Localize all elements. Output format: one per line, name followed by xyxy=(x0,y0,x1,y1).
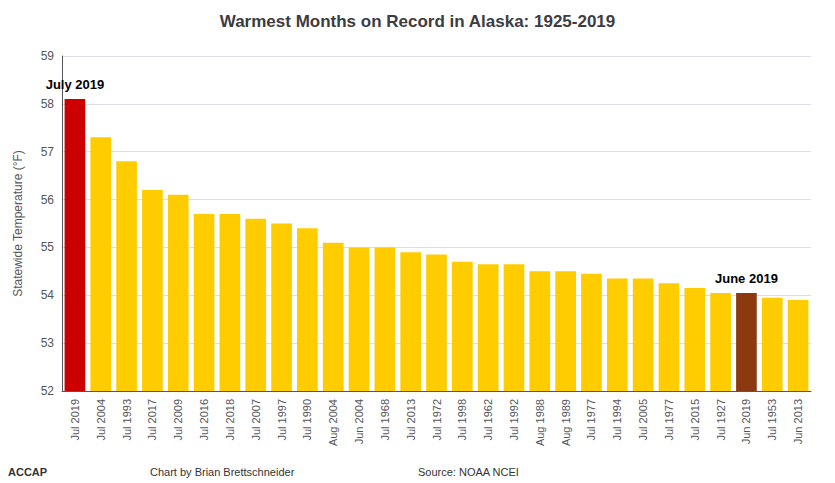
svg-text:Jun 2013: Jun 2013 xyxy=(792,399,804,444)
svg-text:ACCAP: ACCAP xyxy=(8,466,47,478)
svg-text:July 2019: July 2019 xyxy=(46,77,105,92)
svg-text:Jul 2019: Jul 2019 xyxy=(69,399,81,441)
svg-text:Jul 1972: Jul 1972 xyxy=(431,399,443,441)
svg-text:55: 55 xyxy=(41,240,55,254)
svg-text:Jul 1953: Jul 1953 xyxy=(766,399,778,441)
svg-text:Jul 1962: Jul 1962 xyxy=(482,399,494,441)
svg-text:Jul 1977: Jul 1977 xyxy=(663,399,675,441)
svg-text:Jul 2017: Jul 2017 xyxy=(146,399,158,441)
svg-text:Jul 1927: Jul 1927 xyxy=(715,399,727,441)
svg-text:Jul 1998: Jul 1998 xyxy=(456,399,468,441)
svg-text:Jul 1990: Jul 1990 xyxy=(301,399,313,441)
svg-text:Aug 2004: Aug 2004 xyxy=(327,399,339,446)
svg-text:Aug 1988: Aug 1988 xyxy=(534,399,546,446)
svg-text:Jul 2016: Jul 2016 xyxy=(198,399,210,441)
svg-text:Jul 2015: Jul 2015 xyxy=(689,399,701,441)
svg-text:52: 52 xyxy=(41,384,55,398)
svg-text:56: 56 xyxy=(41,193,55,207)
svg-text:Statewide Temperature (°F): Statewide Temperature (°F) xyxy=(11,150,25,297)
svg-text:Aug 1989: Aug 1989 xyxy=(560,399,572,446)
svg-text:54: 54 xyxy=(41,288,55,302)
svg-text:Jul 2013: Jul 2013 xyxy=(405,399,417,441)
svg-text:Jul 1977: Jul 1977 xyxy=(585,399,597,441)
svg-text:53: 53 xyxy=(41,336,55,350)
svg-text:Jul 2004: Jul 2004 xyxy=(95,399,107,441)
svg-text:Source: NOAA NCEI: Source: NOAA NCEI xyxy=(418,466,519,478)
svg-text:Jun 2019: Jun 2019 xyxy=(740,399,752,444)
svg-text:Warmest Months on Record in Al: Warmest Months on Record in Alaska: 1925… xyxy=(220,12,616,31)
svg-text:Jul 2005: Jul 2005 xyxy=(637,399,649,441)
svg-text:Jul 1993: Jul 1993 xyxy=(121,399,133,441)
svg-text:59: 59 xyxy=(41,49,55,63)
svg-text:Jul 1997: Jul 1997 xyxy=(276,399,288,441)
svg-text:57: 57 xyxy=(41,145,55,159)
svg-text:58: 58 xyxy=(41,97,55,111)
svg-text:Jul 1994: Jul 1994 xyxy=(611,399,623,441)
svg-text:Jul 2018: Jul 2018 xyxy=(224,399,236,441)
svg-text:Jul 1992: Jul 1992 xyxy=(508,399,520,441)
svg-text:Jul 1968: Jul 1968 xyxy=(379,399,391,441)
svg-text:Jun 2004: Jun 2004 xyxy=(353,399,365,444)
svg-text:Jul 2009: Jul 2009 xyxy=(172,399,184,441)
svg-text:Jul 2007: Jul 2007 xyxy=(250,399,262,441)
svg-text:Chart by Brian Brettschneider: Chart by Brian Brettschneider xyxy=(150,466,295,478)
svg-text:June 2019: June 2019 xyxy=(715,271,778,286)
